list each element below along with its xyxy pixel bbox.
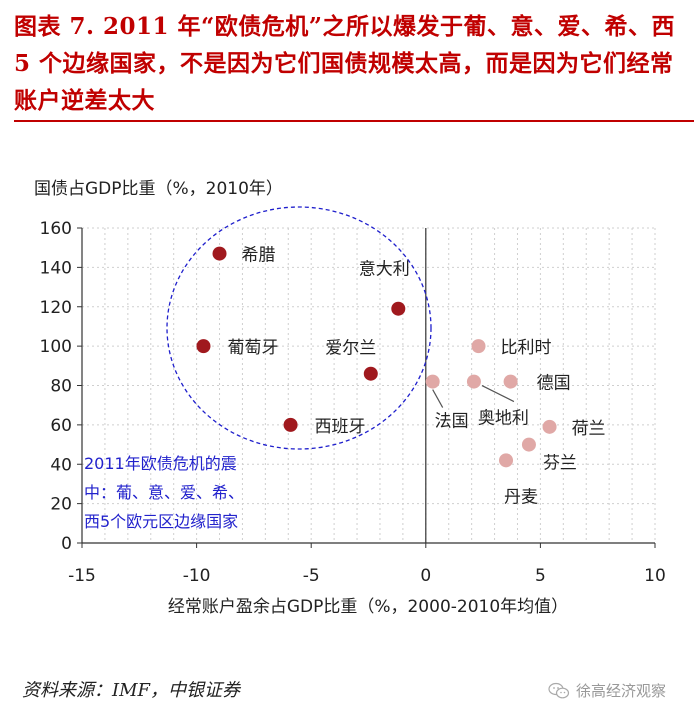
crisis-highlight-circle <box>166 206 432 450</box>
point-label: 西班牙 <box>315 417 366 437</box>
y-tick-label: 40 <box>50 455 72 475</box>
annotation-line-3: 西5个欧元区边缘国家 <box>84 512 238 531</box>
point-label: 法国 <box>435 412 469 432</box>
point-label: 芬兰 <box>543 454 577 474</box>
data-point <box>521 437 536 452</box>
point-label: 爱尔兰 <box>325 339 376 359</box>
y-tick-label: 140 <box>40 258 72 278</box>
point-label: 比利时 <box>501 338 552 358</box>
x-tick-label: -10 <box>183 566 211 586</box>
x-tick-label: 10 <box>644 566 666 586</box>
data-points <box>196 246 557 468</box>
x-tick-label: -15 <box>68 566 96 586</box>
chart-title: 图表 7. 2011 年“欧债危机”之所以爆发于葡、意、爱、希、西 5 个边缘国… <box>14 13 676 114</box>
y-tick-label: 160 <box>40 219 72 239</box>
wechat-icon <box>548 682 570 698</box>
data-point <box>391 301 406 316</box>
data-point <box>499 453 514 468</box>
y-tick-label: 100 <box>40 337 72 357</box>
annotation-line-2: 中：葡、意、爱、希、 <box>84 483 244 502</box>
y-tick-label: 20 <box>50 495 72 515</box>
point-label: 葡萄牙 <box>227 338 278 358</box>
annotation-text: 2011年欧债危机的震 中：葡、意、爱、希、 西5个欧元区边缘国家 <box>84 454 244 531</box>
data-point <box>425 374 440 389</box>
leader-line <box>432 389 444 408</box>
title-underline <box>14 120 694 122</box>
data-point <box>503 374 518 389</box>
axes: 0 20 40 60 80 100 120 140 160 -15 -10 -5 0 5 10 <box>40 219 666 586</box>
crisis-circle <box>166 206 432 450</box>
data-point <box>471 339 486 354</box>
y-tick-label: 120 <box>40 298 72 318</box>
source-note: 资料来源：IMF，中银证券 <box>22 680 241 701</box>
y-tick-label: 60 <box>50 416 72 436</box>
x-tick-label: -5 <box>303 566 320 586</box>
point-label: 希腊 <box>242 246 276 266</box>
data-point <box>283 417 298 432</box>
data-point <box>363 366 378 381</box>
watermark: 徐高经济观察 <box>548 680 666 701</box>
x-axis-label: 经常账户盈余占GDP比重（%，2000-2010年均值） <box>168 597 568 617</box>
data-point <box>212 246 227 261</box>
annotation-line-1: 2011年欧债危机的震 <box>84 454 237 473</box>
leader-line <box>481 385 515 403</box>
y-axis-label: 国债占GDP比重（%，2010年） <box>34 179 283 199</box>
data-point <box>466 374 481 389</box>
point-label: 奥地利 <box>478 409 529 429</box>
x-tick-label: 5 <box>535 566 546 586</box>
point-label: 丹麦 <box>504 487 538 507</box>
point-label: 意大利 <box>359 260 410 280</box>
point-label: 荷兰 <box>572 419 606 439</box>
y-tick-label: 80 <box>50 377 72 397</box>
point-label: 德国 <box>537 374 571 394</box>
y-tick-label: 0 <box>61 534 72 554</box>
data-point <box>196 339 211 354</box>
watermark-text: 徐高经济观察 <box>576 682 667 700</box>
data-point <box>542 419 557 434</box>
x-tick-label: 0 <box>420 566 431 586</box>
